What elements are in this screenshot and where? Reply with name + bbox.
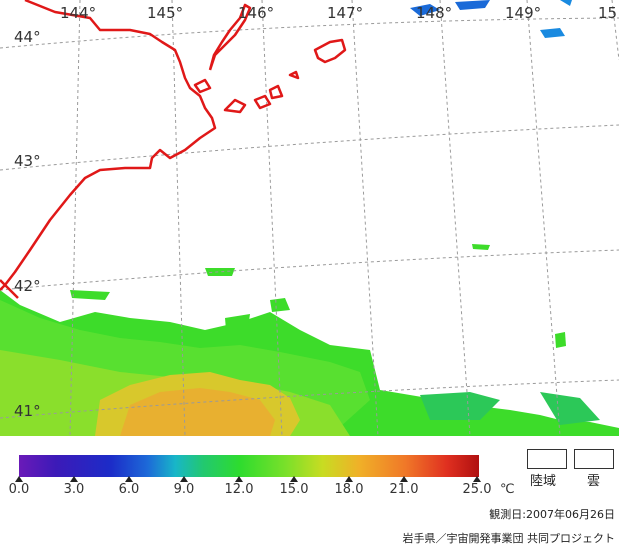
colorbar-tick [235, 476, 243, 482]
lat-label-42: 42° [14, 277, 41, 295]
temperature-colorbar [19, 455, 479, 477]
colorbar-tick [125, 476, 133, 482]
colorbar-tick [70, 476, 78, 482]
colorbar-label: 25.0 [462, 482, 492, 497]
lat-label-41: 41° [14, 402, 41, 420]
lon-label-147: 147° [327, 4, 364, 22]
colorbar-label: 0.0 [8, 482, 30, 497]
unit-label: ℃ [500, 482, 515, 497]
colorbar-label: 12.0 [224, 482, 254, 497]
land-legend-swatch [527, 449, 567, 469]
sst-map [0, 0, 619, 436]
land-legend-label: 陸域 [530, 474, 557, 489]
colorbar-tick [400, 476, 408, 482]
lat-label-43: 43° [14, 152, 41, 170]
colorbar-tick [473, 476, 481, 482]
lon-label-145: 145° [147, 4, 184, 22]
sea-surface-temperature-field [0, 244, 619, 436]
lat-label-44: 44° [14, 28, 41, 46]
colorbar-tick [345, 476, 353, 482]
colorbar-tick [15, 476, 23, 482]
cloud-legend-swatch [574, 449, 614, 469]
lon-label-150: 15 [598, 4, 618, 22]
lon-label-148: 148° [416, 4, 453, 22]
cloud-legend-label: 雲 [587, 474, 601, 489]
colorbar-label: 18.0 [334, 482, 364, 497]
credit-line: 岩手県／宇宙開発事業団 共同プロジェクト [402, 532, 616, 545]
lon-label-144: 144° [60, 4, 97, 22]
cold-water-spots [410, 0, 572, 38]
colorbar-label: 15.0 [279, 482, 309, 497]
colorbar-label: 3.0 [63, 482, 85, 497]
colorbar-label: 21.0 [389, 482, 419, 497]
lon-label-146: 146° [238, 4, 275, 22]
graticule [0, 0, 619, 436]
colorbar-tick [180, 476, 188, 482]
observation-date: 観測日:2007年06月26日 [489, 508, 615, 521]
colorbar-label: 9.0 [173, 482, 195, 497]
coastline [0, 0, 347, 299]
colorbar-label: 6.0 [118, 482, 140, 497]
lon-label-149: 149° [505, 4, 542, 22]
colorbar-tick [290, 476, 298, 482]
